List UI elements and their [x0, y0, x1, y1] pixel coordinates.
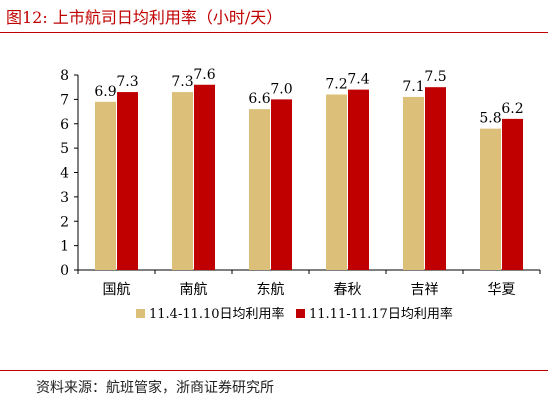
data-label: 7.3: [116, 74, 138, 90]
data-label: 6.6: [248, 91, 270, 107]
bar-2: [117, 92, 138, 270]
x-tick-label: 华夏: [488, 282, 516, 298]
bar-1: [95, 101, 116, 270]
x-tick-label: 东航: [257, 282, 285, 298]
data-label: 6.9: [94, 84, 116, 100]
x-tick-label: 春秋: [334, 282, 362, 298]
data-label: 7.0: [270, 81, 292, 97]
bar-2: [425, 87, 446, 270]
x-tick-label: 吉祥: [411, 282, 439, 298]
bar-1: [403, 96, 424, 270]
data-label: 7.6: [193, 67, 215, 83]
bar-2: [348, 89, 369, 270]
x-tick-label: 南航: [180, 282, 208, 298]
y-tick-label: 1: [60, 239, 69, 255]
figure-title: 图12: 上市航司日均利用率（小时/天）: [6, 8, 283, 27]
bar-2: [271, 99, 292, 270]
y-tick-label: 2: [60, 214, 69, 230]
bar-2: [194, 84, 215, 270]
legend-swatch-2: [296, 309, 305, 318]
bar-1: [480, 128, 501, 270]
data-label: 7.5: [424, 69, 446, 85]
data-label: 7.2: [325, 77, 347, 93]
y-tick-label: 4: [60, 166, 69, 182]
bar-1: [249, 109, 270, 270]
y-tick-label: 6: [60, 117, 69, 133]
legend-swatch-1: [136, 309, 145, 318]
data-label: 7.1: [402, 79, 424, 95]
y-tick-label: 0: [60, 263, 69, 279]
figure-header: 图12: 上市航司日均利用率（小时/天）: [0, 0, 548, 34]
bar-1: [172, 92, 193, 270]
y-tick-label: 3: [60, 190, 69, 206]
source-divider: [0, 370, 548, 371]
data-label: 7.4: [347, 72, 369, 88]
y-tick-label: 7: [60, 92, 69, 108]
source-note: 资料来源：航班管家，浙商证券研究所: [36, 380, 274, 396]
legend-label-1: 11.4-11.10日均利用率: [149, 306, 285, 322]
bar-1: [326, 94, 347, 270]
y-tick-label: 5: [60, 141, 69, 157]
x-tick-label: 国航: [103, 282, 131, 298]
bar-2: [502, 118, 523, 270]
data-label: 7.3: [171, 74, 193, 90]
y-tick-label: 8: [60, 68, 69, 84]
data-label: 5.8: [479, 111, 501, 127]
legend-label-2: 11.11-11.17日均利用率: [309, 306, 453, 322]
data-label: 6.2: [501, 101, 523, 117]
title-divider: [0, 32, 548, 33]
